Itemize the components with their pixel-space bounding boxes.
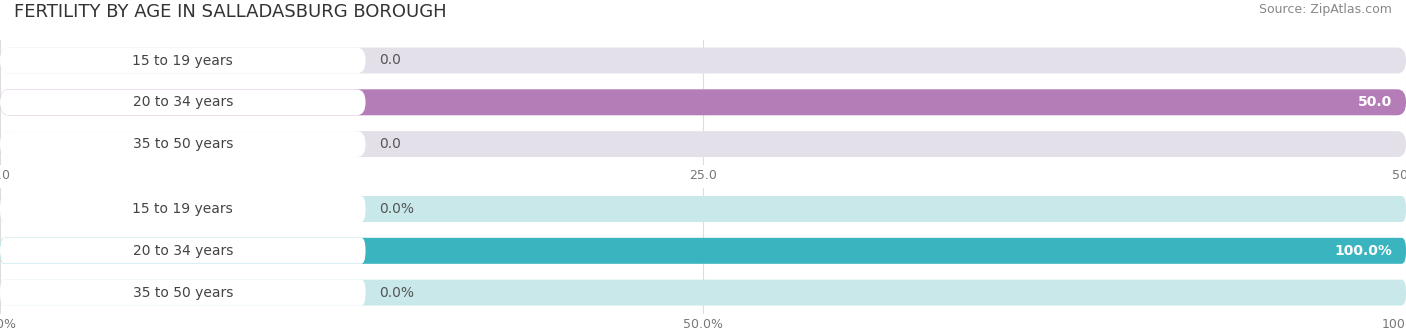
Text: 0.0: 0.0 — [380, 137, 402, 151]
Text: 0.0%: 0.0% — [380, 202, 415, 216]
FancyBboxPatch shape — [0, 280, 1406, 306]
Text: 0.0%: 0.0% — [380, 285, 415, 300]
FancyBboxPatch shape — [0, 89, 1406, 115]
Text: 15 to 19 years: 15 to 19 years — [132, 53, 233, 68]
FancyBboxPatch shape — [0, 196, 1406, 222]
FancyBboxPatch shape — [0, 48, 1406, 74]
Text: 35 to 50 years: 35 to 50 years — [132, 285, 233, 300]
FancyBboxPatch shape — [0, 238, 366, 264]
FancyBboxPatch shape — [0, 48, 366, 74]
FancyBboxPatch shape — [0, 280, 366, 306]
FancyBboxPatch shape — [0, 238, 1406, 264]
Text: 20 to 34 years: 20 to 34 years — [132, 95, 233, 109]
FancyBboxPatch shape — [0, 89, 1406, 115]
Text: 50.0: 50.0 — [1358, 95, 1392, 109]
Text: 0.0: 0.0 — [380, 53, 402, 68]
FancyBboxPatch shape — [0, 89, 366, 115]
Text: Source: ZipAtlas.com: Source: ZipAtlas.com — [1258, 3, 1392, 16]
Text: FERTILITY BY AGE IN SALLADASBURG BOROUGH: FERTILITY BY AGE IN SALLADASBURG BOROUGH — [14, 3, 447, 21]
FancyBboxPatch shape — [0, 131, 1406, 157]
Text: 35 to 50 years: 35 to 50 years — [132, 137, 233, 151]
FancyBboxPatch shape — [0, 238, 1406, 264]
FancyBboxPatch shape — [0, 196, 366, 222]
Text: 20 to 34 years: 20 to 34 years — [132, 244, 233, 258]
Text: 15 to 19 years: 15 to 19 years — [132, 202, 233, 216]
FancyBboxPatch shape — [0, 131, 366, 157]
Text: 100.0%: 100.0% — [1334, 244, 1392, 258]
